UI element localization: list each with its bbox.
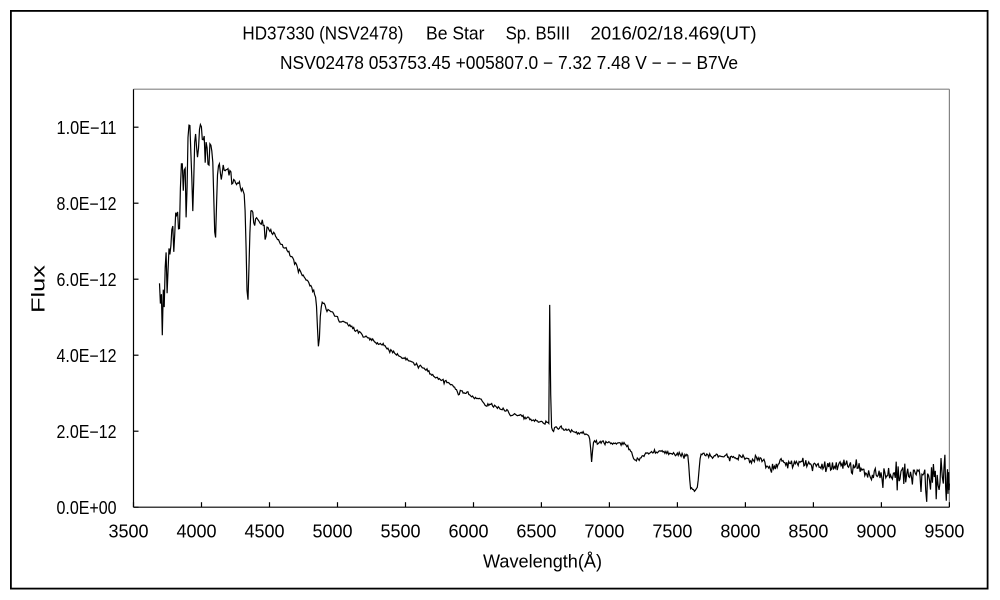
svg-text:2016/02/18.469(UT): 2016/02/18.469(UT) (591, 23, 757, 43)
svg-text:Be Star: Be Star (426, 23, 485, 43)
svg-text:Sp. B5III: Sp. B5III (506, 23, 570, 43)
svg-text:6000: 6000 (448, 521, 488, 541)
svg-text:NSV02478 053753.45 +005807.0 −: NSV02478 053753.45 +005807.0 − 7.32 7.48… (280, 53, 738, 73)
svg-text:8.0E−12: 8.0E−12 (57, 194, 117, 214)
svg-text:9500: 9500 (924, 521, 964, 541)
svg-text:HD37330 (NSV2478): HD37330 (NSV2478) (242, 23, 403, 43)
svg-text:8500: 8500 (788, 521, 828, 541)
svg-text:6.0E−12: 6.0E−12 (57, 270, 117, 290)
svg-text:9000: 9000 (856, 521, 896, 541)
svg-text:5000: 5000 (312, 521, 352, 541)
svg-text:7000: 7000 (584, 521, 624, 541)
svg-text:4.0E−12: 4.0E−12 (57, 346, 117, 366)
svg-text:7500: 7500 (652, 521, 692, 541)
svg-text:1.0E−11: 1.0E−11 (57, 118, 117, 138)
svg-text:6500: 6500 (516, 521, 556, 541)
svg-text:8000: 8000 (720, 521, 760, 541)
svg-text:4000: 4000 (176, 521, 216, 541)
svg-text:2.0E−12: 2.0E−12 (57, 422, 117, 442)
svg-text:Wavelength(Å): Wavelength(Å) (483, 552, 602, 572)
svg-text:4500: 4500 (244, 521, 284, 541)
svg-text:Flux: Flux (29, 265, 49, 313)
svg-text:0.0E+00: 0.0E+00 (57, 498, 117, 518)
svg-text:3500: 3500 (108, 521, 148, 541)
svg-text:5500: 5500 (380, 521, 420, 541)
